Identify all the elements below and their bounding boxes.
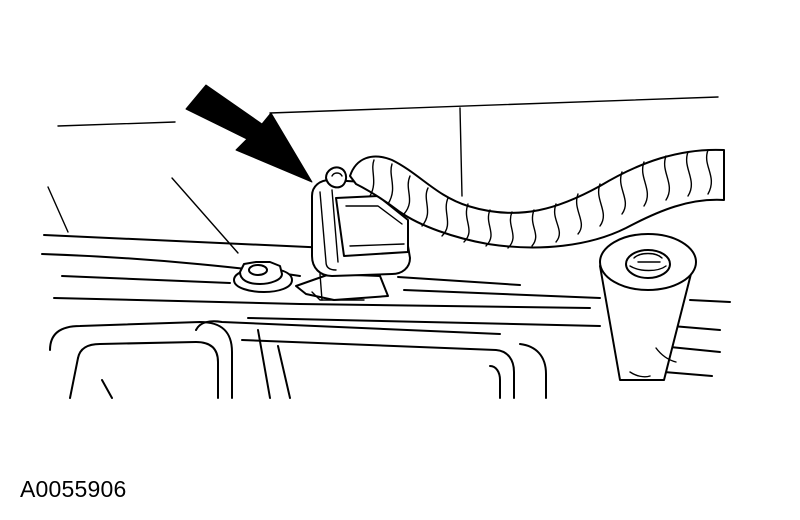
- center-pan-flange: [195, 320, 547, 399]
- body-panel-lines: [47, 96, 719, 254]
- figure-id-label: A0055906: [20, 476, 127, 502]
- lower-left-bracket: [49, 321, 291, 399]
- connector-bracket: [295, 273, 389, 301]
- threaded-stud: [599, 233, 697, 381]
- technical-line-drawing: [41, 84, 731, 399]
- wiring-harness: [349, 148, 725, 249]
- mounting-bolt: [233, 261, 331, 293]
- arrow-icon: [185, 84, 313, 183]
- frame-rails: [41, 234, 731, 377]
- electrical-connector: [311, 166, 411, 277]
